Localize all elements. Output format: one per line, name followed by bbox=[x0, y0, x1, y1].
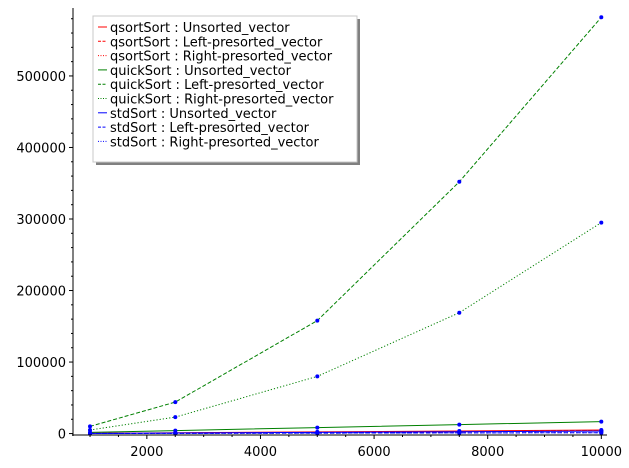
data-point bbox=[599, 430, 604, 435]
x-tick-label: 8000 bbox=[471, 445, 504, 460]
legend-label: qsortSort : Right-presorted_vector bbox=[110, 50, 333, 65]
data-point bbox=[599, 419, 604, 424]
legend-label: qsortSort : Unsorted_vector bbox=[110, 21, 290, 36]
data-point bbox=[88, 428, 92, 432]
y-tick-label: 200000 bbox=[16, 285, 66, 300]
x-tick-label: 10000 bbox=[581, 445, 622, 460]
legend-label: stdSort : Left-presorted_vector bbox=[110, 121, 310, 136]
data-point bbox=[173, 431, 178, 436]
data-point bbox=[457, 430, 462, 435]
x-tick-label: 4000 bbox=[244, 445, 277, 460]
y-tick-label: 100000 bbox=[16, 356, 66, 371]
data-point bbox=[599, 15, 604, 20]
series-line-6 bbox=[89, 222, 602, 431]
data-point bbox=[315, 431, 320, 436]
data-point bbox=[599, 220, 604, 225]
legend-label: quickSort : Right-presorted_vector bbox=[110, 93, 334, 108]
data-point bbox=[315, 425, 320, 430]
axes: 2000 4000 6000 8000 100000100000200000300000… bbox=[16, 8, 622, 460]
legend-label: qsortSort : Left-presorted_vector bbox=[110, 35, 323, 50]
y-tick-label: 0 bbox=[58, 428, 66, 443]
data-point bbox=[173, 415, 178, 420]
marker-layer bbox=[88, 15, 604, 436]
legend-box bbox=[92, 15, 358, 163]
legend-label: quickSort : Left-presorted_vector bbox=[110, 78, 324, 93]
data-point bbox=[457, 310, 462, 315]
y-tick-label: 400000 bbox=[16, 141, 66, 156]
data-point bbox=[88, 424, 92, 429]
data-point bbox=[173, 400, 178, 405]
x-tick-label: 2000 bbox=[130, 445, 163, 460]
y-tick-label: 500000 bbox=[16, 70, 66, 85]
legend-label: stdSort : Right-presorted_vector bbox=[110, 135, 319, 150]
legend-label: quickSort : Unsorted_vector bbox=[110, 64, 292, 79]
legend-label: stdSort : Unsorted_vector bbox=[110, 107, 277, 122]
x-tick-label: 6000 bbox=[358, 445, 391, 460]
data-point bbox=[457, 179, 462, 184]
y-tick-label: 300000 bbox=[16, 213, 66, 228]
data-point bbox=[457, 422, 462, 427]
data-point bbox=[315, 318, 320, 323]
data-point bbox=[315, 374, 320, 379]
